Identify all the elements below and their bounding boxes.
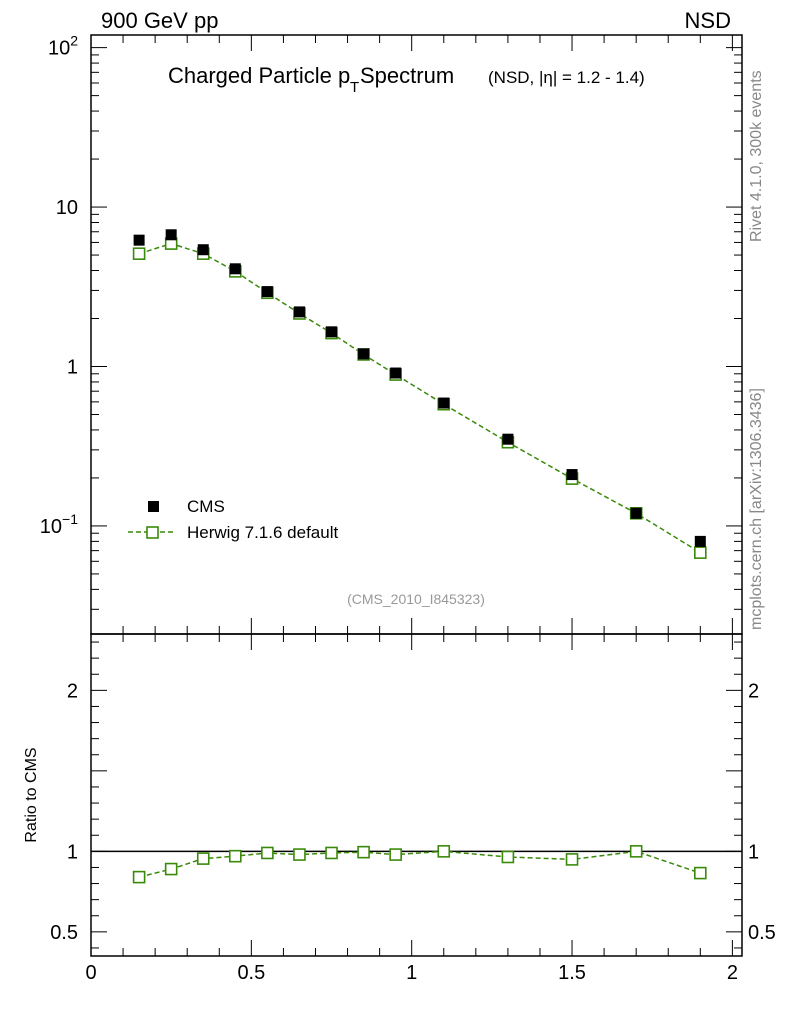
ratio-y-tick-label-right: 2 [748, 680, 759, 702]
x-axis: 0 0.5 1 1.5 2 [85, 35, 738, 984]
main-data-point [133, 234, 145, 246]
main-data-point [694, 535, 706, 547]
legend-mc-label: Herwig 7.1.6 default [187, 523, 338, 542]
ratio-y-axis: 0.5 0.5 1 1 2 2 [50, 641, 776, 949]
ratio-mc-point [565, 853, 579, 866]
main-mc-point [132, 247, 146, 260]
main-y-tick-base: 10 [56, 197, 78, 219]
ratio-y-tick-label-left: 2 [67, 680, 78, 702]
title-qualifier: (NSD, |η| = 1.2 - 1.4) [488, 68, 645, 87]
main-plot-frame [90, 34, 743, 635]
main-mc-point [694, 546, 707, 559]
main-data-point [165, 229, 177, 241]
legend-data-label: CMS [187, 497, 225, 516]
ratio-mc-point [357, 845, 370, 859]
main-data-point [630, 507, 642, 519]
main-data-point [502, 433, 514, 445]
ratio-mc-point [437, 845, 451, 858]
legend: CMS Herwig 7.1.6 default [128, 497, 338, 542]
main-y-tick-exponent: −1 [62, 511, 78, 527]
svg-text:Charged Particle p: Charged Particle p [168, 63, 350, 88]
main-y-tick-base: 1 [67, 356, 78, 378]
x-tick-label: 0.5 [237, 962, 265, 984]
ratio-mc-point [293, 848, 306, 861]
ratio-mc-point [325, 846, 338, 860]
analysis-id-label: (CMS_2010_I845323) [347, 591, 485, 607]
x-tick-label: 1.5 [558, 962, 586, 984]
ratio-mc-point [196, 852, 210, 865]
ratio-mc-point [132, 870, 146, 884]
main-y-tick-base: 10 [48, 38, 70, 60]
main-data-series [133, 229, 706, 547]
main-data-point [229, 263, 241, 275]
main-y-tick-label: 102 [48, 33, 78, 60]
ratio-mc-point [261, 846, 274, 860]
title-subscript: T [350, 79, 359, 96]
legend-data-marker [148, 501, 159, 512]
ratio-mc-line [138, 850, 701, 878]
mcplots-label: mcplots.cern.ch [arXiv:1306.3436] [748, 388, 765, 630]
ratio-mc-point [694, 866, 707, 880]
ratio-mc-point [501, 850, 515, 864]
rivet-version-label: Rivet 4.1.0, 300k events [748, 70, 765, 242]
main-data-point [293, 306, 305, 318]
main-y-tick-base: 10 [40, 516, 62, 538]
main-data-point [566, 469, 578, 481]
header-process-label: NSD [685, 8, 731, 33]
ratio-mc-point [229, 849, 242, 863]
title-main-prefix: Charged Particle p [168, 63, 350, 88]
main-data-point [438, 397, 450, 409]
main-y-tick-label: 10 [56, 197, 78, 219]
ratio-mc-point [629, 845, 643, 858]
main-data-point [261, 286, 273, 298]
ratio-y-axis-label: Ratio to CMS [23, 747, 40, 842]
header-energy-label: 900 GeV pp [101, 8, 218, 33]
chart-title: Charged Particle p T Spectrum (NSD, |η| … [168, 63, 645, 96]
main-y-tick-label: 10−1 [40, 511, 78, 538]
x-tick-label: 1 [406, 962, 417, 984]
main-y-tick-exponent: 2 [70, 33, 78, 49]
ratio-mc-point [164, 862, 178, 876]
ratio-y-tick-label-right: 1 [748, 841, 759, 863]
main-data-point [390, 367, 402, 379]
ratio-mc-point [389, 848, 402, 861]
main-data-point [358, 348, 370, 360]
x-tick-label: 0 [85, 962, 96, 984]
main-data-point [197, 244, 209, 256]
ratio-y-tick-label-left: 1 [67, 841, 78, 863]
x-tick-label: 2 [727, 962, 738, 984]
main-data-point [326, 326, 338, 338]
legend-mc-marker [146, 526, 159, 539]
ratio-mc-series [132, 845, 707, 884]
ratio-y-tick-label-left: 0.5 [50, 922, 78, 944]
title-main-suffix: Spectrum [360, 63, 454, 88]
ratio-plot-frame [90, 633, 743, 957]
ratio-y-tick-label-right: 0.5 [748, 922, 776, 944]
main-y-tick-label: 1 [67, 356, 78, 378]
